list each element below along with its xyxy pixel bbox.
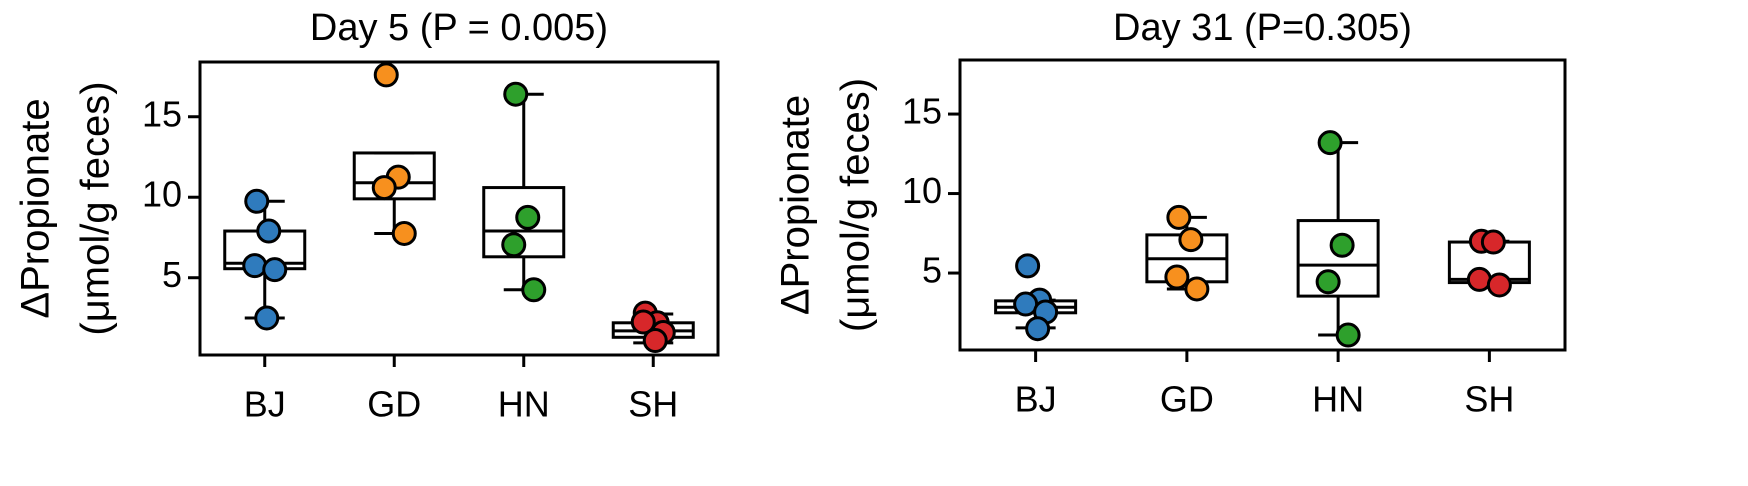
point (256, 218, 282, 244)
y-tick-label: 15 (902, 91, 942, 132)
y-axis-label: (μmol/g feces) (834, 78, 878, 332)
point (642, 328, 668, 354)
x-tick-label: SH (628, 384, 678, 425)
point (262, 257, 288, 283)
point (1317, 130, 1343, 156)
point (242, 253, 268, 279)
box (1296, 219, 1380, 298)
point (1166, 204, 1192, 230)
y-tick-label: 10 (142, 174, 182, 215)
x-tick-label: BJ (244, 384, 286, 425)
point (391, 220, 417, 246)
x-tick-label: GD (367, 384, 421, 425)
y-tick-label: 5 (162, 254, 182, 295)
y-axis-label: (μmol/g feces) (74, 81, 118, 335)
point (503, 81, 529, 107)
y-tick-label: 15 (142, 93, 182, 134)
point (1025, 316, 1051, 342)
point (1480, 229, 1506, 255)
chart-title: Day 5 (P = 0.005) (310, 7, 608, 49)
point (515, 204, 541, 230)
y-axis-label: ΔPropionate (14, 98, 58, 318)
point (373, 62, 399, 88)
y-axis-label: ΔPropionate (774, 95, 818, 315)
point (501, 232, 527, 258)
point (630, 309, 656, 335)
point (371, 175, 397, 201)
x-tick-label: HN (498, 384, 550, 425)
point (1315, 269, 1341, 295)
point (1184, 276, 1210, 302)
point (1178, 227, 1204, 253)
y-tick-label: 10 (902, 170, 942, 211)
x-tick-label: GD (1160, 379, 1214, 420)
point (254, 305, 280, 331)
point (1329, 232, 1355, 258)
point (1335, 322, 1361, 348)
axes-frame (198, 60, 720, 357)
point (244, 188, 270, 214)
point (1015, 253, 1041, 279)
x-tick-label: HN (1312, 379, 1364, 420)
y-tick-label: 5 (922, 250, 942, 291)
x-tick-label: BJ (1015, 379, 1057, 420)
axes-frame (958, 58, 1567, 352)
x-tick-label: SH (1464, 379, 1514, 420)
point (1486, 272, 1512, 298)
box (482, 186, 566, 259)
box (352, 151, 436, 201)
point (521, 277, 547, 303)
point (1164, 264, 1190, 290)
chart-title: Day 31 (P=0.305) (1113, 7, 1412, 49)
